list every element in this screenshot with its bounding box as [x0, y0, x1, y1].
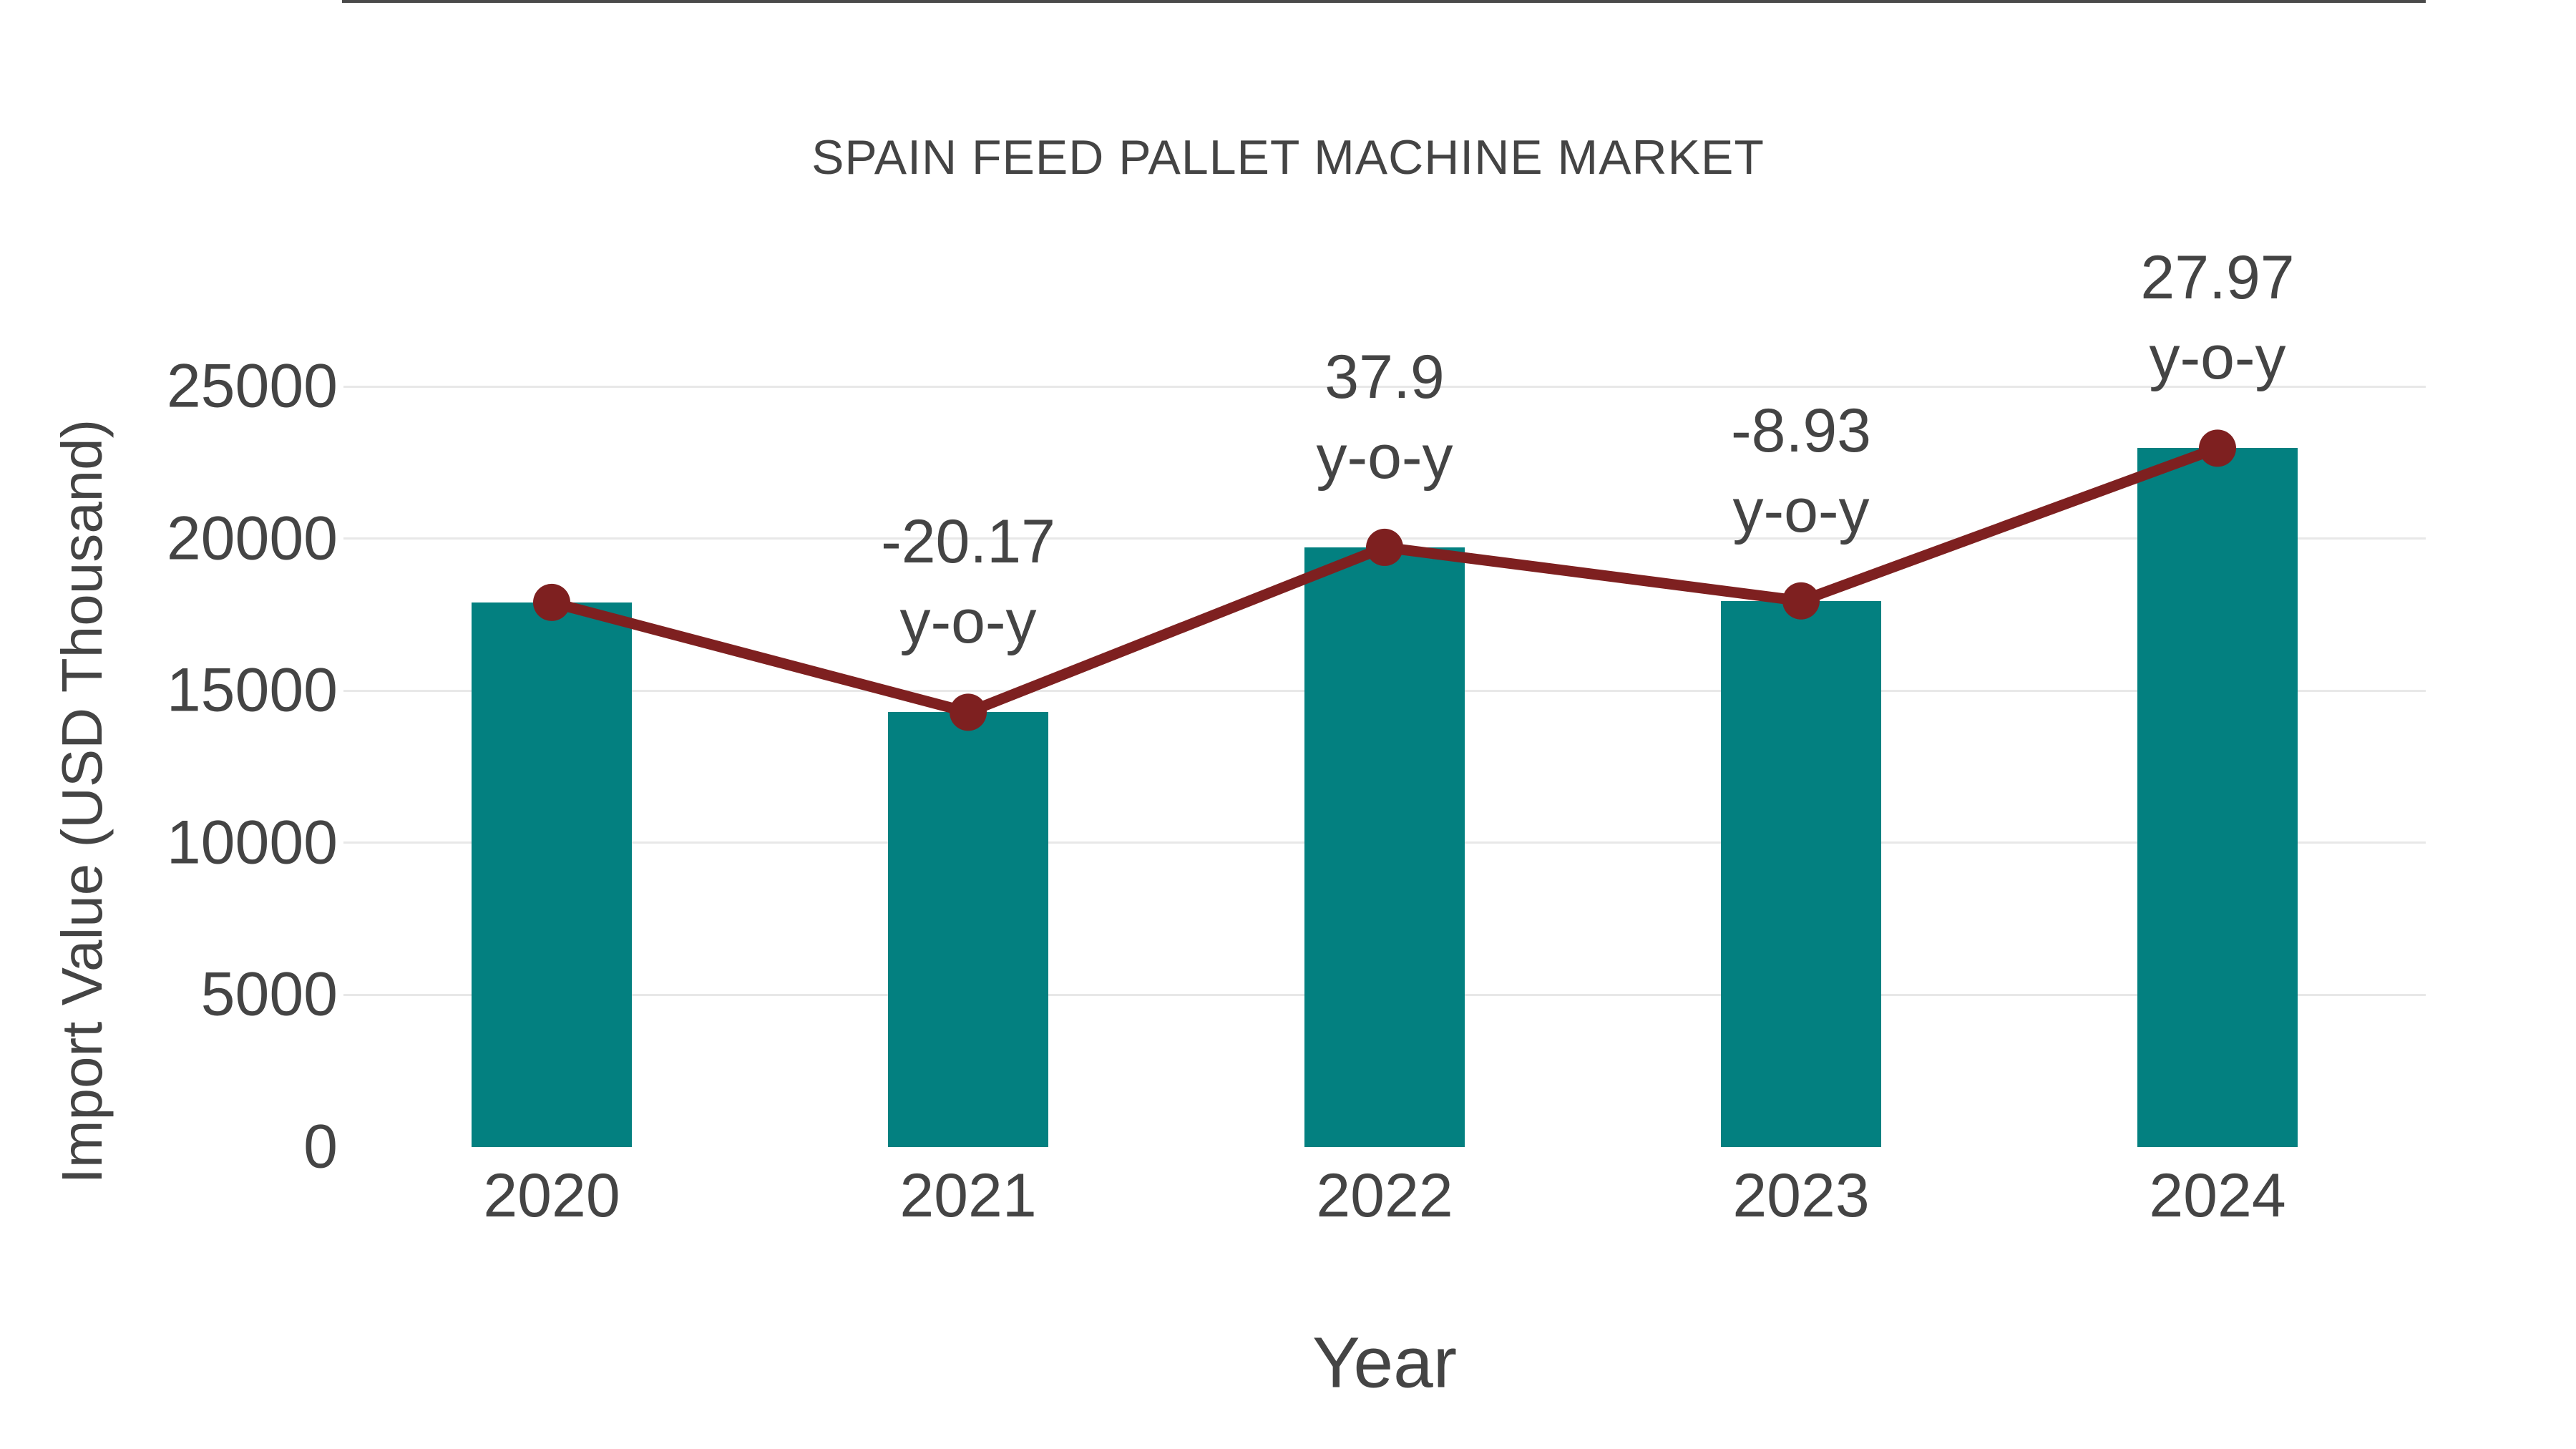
- yoy-annotation-2022: 37.9 y-o-y: [1316, 337, 1453, 497]
- y-tick-label: 25000: [166, 351, 338, 421]
- yoy-annotation-suffix: y-o-y: [899, 587, 1037, 657]
- trend-point-2022: [1366, 528, 1403, 566]
- yoy-annotation-2024: 27.97 y-o-y: [2140, 238, 2294, 398]
- yoy-annotation-suffix: y-o-y: [1316, 422, 1453, 492]
- y-tick-label: 10000: [166, 808, 338, 877]
- x-tick-label-2020: 2020: [483, 1161, 620, 1230]
- yoy-annotation-2023: -8.93 y-o-y: [1731, 391, 1871, 551]
- yoy-annotation-value: -8.93: [1730, 396, 1872, 465]
- y-tick-label: 20000: [166, 504, 338, 573]
- line-series-layer: [533, 429, 2236, 731]
- yoy-annotation-suffix: y-o-y: [1732, 476, 1870, 545]
- bar-2024: [2137, 448, 2298, 1147]
- yoy-annotation-value: -20.17: [881, 507, 1055, 577]
- yoy-annotation-2021: -20.17 y-o-y: [881, 502, 1055, 662]
- y-axis-title: Import Value (USD Thousand): [50, 419, 114, 1184]
- trend-point-2021: [950, 693, 987, 731]
- chart-title: SPAIN FEED PALLET MACHINE MARKET: [811, 130, 1765, 185]
- x-tick-label-2021: 2021: [899, 1161, 1037, 1230]
- yoy-annotation-value: 27.97: [2140, 243, 2295, 313]
- y-tick-label: 0: [303, 1112, 338, 1181]
- trend-point-2023: [1782, 582, 1820, 620]
- x-tick-label-2022: 2022: [1316, 1161, 1453, 1230]
- x-tick-label-2024: 2024: [2149, 1161, 2286, 1230]
- trend-point-2020: [533, 583, 570, 621]
- yoy-annotation-suffix: y-o-y: [2149, 323, 2286, 393]
- y-tick-label: 15000: [166, 655, 338, 725]
- bar-2023: [1721, 600, 1881, 1147]
- trend-point-2024: [2199, 429, 2236, 467]
- yoy-annotation-value: 37.9: [1324, 342, 1445, 411]
- bar-2022: [1304, 547, 1465, 1147]
- x-tick-label-2023: 2023: [1732, 1161, 1870, 1230]
- x-axis-title: Year: [1312, 1322, 1458, 1403]
- bar-2020: [472, 602, 632, 1147]
- x-axis-baseline: [342, 0, 2426, 3]
- y-tick-label: 5000: [200, 960, 338, 1029]
- bar-2021: [888, 712, 1048, 1147]
- y-gridline: [343, 385, 2426, 388]
